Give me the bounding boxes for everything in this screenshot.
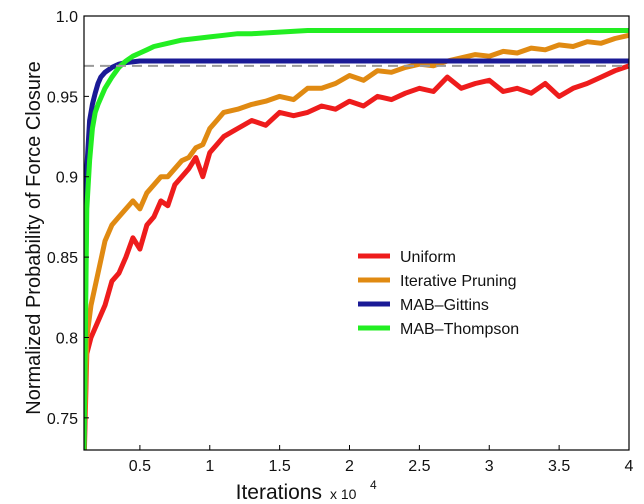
legend-label: MAB–Thompson bbox=[400, 321, 519, 338]
x-tick-label: 1.5 bbox=[269, 458, 291, 475]
y-tick-label: 0.8 bbox=[56, 330, 78, 347]
x-axis-multiplier: x 10 bbox=[330, 486, 357, 502]
y-axis-label: Normalized Probability of Force Closure bbox=[23, 61, 45, 414]
x-tick-label: 3.5 bbox=[548, 458, 570, 475]
x-tick-label: 0.5 bbox=[129, 458, 151, 475]
y-axis-ticks: 0.75 0.8 0.85 0.9 0.95 1.0 bbox=[47, 9, 89, 428]
y-tick-label: 0.9 bbox=[56, 170, 78, 187]
series-layer bbox=[84, 28, 629, 450]
x-tick-label: 2 bbox=[345, 458, 354, 475]
x-tick-label: 2.5 bbox=[408, 458, 430, 475]
y-tick-label: 1.0 bbox=[56, 9, 78, 26]
series-line-uniform bbox=[84, 63, 629, 450]
series-line-mab-thompson bbox=[84, 28, 629, 450]
x-tick-label: 4 bbox=[625, 458, 634, 475]
legend: Uniform Iterative Pruning MAB–Gittins MAB–T… bbox=[358, 249, 519, 338]
x-axis-exponent: 4 bbox=[370, 478, 377, 492]
series-line-iterative-pruning bbox=[84, 32, 629, 450]
x-axis-label: Iterations bbox=[236, 481, 322, 504]
y-tick-label: 0.75 bbox=[47, 411, 78, 428]
legend-label: Iterative Pruning bbox=[400, 273, 517, 290]
y-tick-label: 0.85 bbox=[47, 250, 78, 267]
series-line-mab-gittins bbox=[84, 58, 629, 450]
x-tick-label: 1 bbox=[205, 458, 214, 475]
plot-frame bbox=[83, 15, 630, 451]
y-tick-label: 0.95 bbox=[47, 89, 78, 106]
legend-label: Uniform bbox=[400, 249, 456, 266]
legend-label: MAB–Gittins bbox=[400, 297, 489, 314]
x-axis-ticks: 0.5 1 1.5 2 2.5 3 3.5 4 bbox=[129, 445, 634, 475]
x-tick-label: 3 bbox=[485, 458, 494, 475]
